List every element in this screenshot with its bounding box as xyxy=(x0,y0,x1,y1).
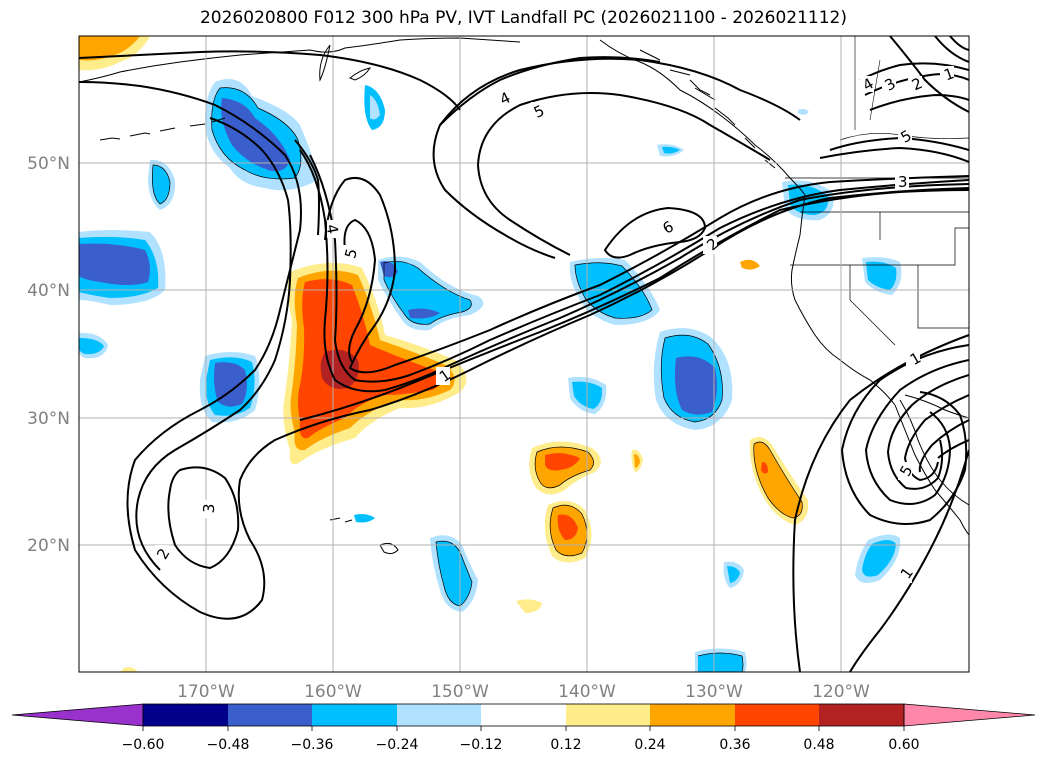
lon-tick-label: 160°W xyxy=(304,682,362,702)
colorbar-segment xyxy=(397,704,481,726)
colorbar-segment xyxy=(143,704,228,726)
contour-labels: 1 1 1 1 2 2 2 3 3 3 4 4 4 5 xyxy=(153,64,957,583)
map-panel: 1 1 1 1 2 2 2 3 3 3 4 4 4 5 xyxy=(79,36,969,672)
colorbar-tick-label: 0.12 xyxy=(550,737,581,753)
colorbar-extend-max xyxy=(903,703,1036,727)
colorbar-tick-label: −0.36 xyxy=(291,737,334,753)
colorbar-tick-label: −0.24 xyxy=(376,737,419,753)
lat-tick-label: 40°N xyxy=(27,281,70,301)
plot-title: 2026020800 F012 300 hPa PV, IVT Landfall… xyxy=(199,8,847,28)
colorbar: −0.60 −0.48 −0.36 −0.24 −0.12 0.12 0.24 … xyxy=(11,703,1036,753)
contour-label: 3 xyxy=(898,173,908,191)
colorbar-tick-label: 0.24 xyxy=(634,737,665,753)
colorbar-segment xyxy=(228,704,312,726)
lat-tick-label: 30°N xyxy=(27,409,70,429)
colorbar-tick-label: −0.48 xyxy=(207,737,250,753)
lon-tick-label: 150°W xyxy=(431,682,489,702)
pv-outlines xyxy=(151,87,803,672)
longitude-ticks: 170°W 160°W 150°W 140°W 130°W 120°W xyxy=(177,682,870,702)
colorbar-segment xyxy=(566,704,650,726)
lat-tick-label: 50°N xyxy=(27,154,70,174)
colorbar-segment xyxy=(312,704,397,726)
map-frame xyxy=(78,35,970,673)
lon-tick-label: 140°W xyxy=(558,682,616,702)
ivt-contours xyxy=(79,36,969,672)
colorbar-segment xyxy=(481,704,566,726)
lon-tick-label: 130°W xyxy=(685,682,743,702)
latitude-ticks: 50°N 40°N 30°N 20°N xyxy=(27,154,70,556)
contour-label: 4 xyxy=(322,223,341,236)
colorbar-tick-label: 0.36 xyxy=(719,737,750,753)
colorbar-tick-label: −0.60 xyxy=(122,737,165,753)
colorbar-segment xyxy=(735,704,819,726)
pv-positive-shading xyxy=(79,36,809,672)
colorbar-tick-label: −0.12 xyxy=(460,737,503,753)
lon-tick-label: 120°W xyxy=(812,682,870,702)
colorbar-segment xyxy=(819,704,904,726)
colorbar-segment xyxy=(650,704,735,726)
contour-label: 3 xyxy=(200,503,219,514)
colorbar-tick-label: 0.60 xyxy=(888,737,919,753)
lon-tick-label: 170°W xyxy=(177,682,235,702)
colorbar-extend-min xyxy=(11,703,144,727)
colorbar-tick-label: 0.48 xyxy=(803,737,834,753)
lat-tick-label: 20°N xyxy=(27,536,70,556)
contour-label: 5 xyxy=(341,247,361,261)
